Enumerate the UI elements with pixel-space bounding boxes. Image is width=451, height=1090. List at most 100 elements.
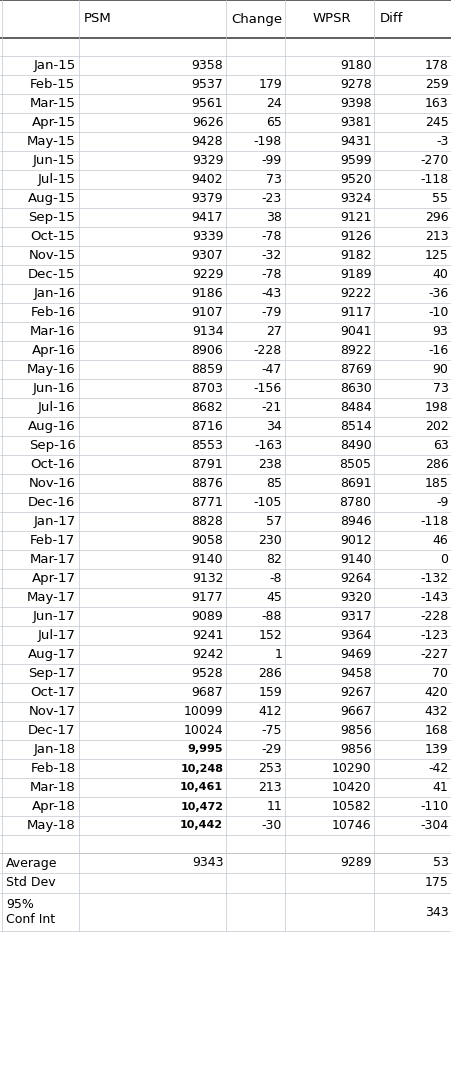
Text: 9264: 9264 <box>339 572 371 585</box>
Text: 159: 159 <box>258 686 281 699</box>
Text: 163: 163 <box>424 97 447 110</box>
Text: 202: 202 <box>423 420 447 433</box>
Text: 9856: 9856 <box>339 724 371 737</box>
Text: 175: 175 <box>423 876 447 889</box>
Text: 8682: 8682 <box>191 401 223 414</box>
Text: 253: 253 <box>258 762 281 775</box>
Text: 73: 73 <box>432 382 447 395</box>
Text: 9189: 9189 <box>339 268 371 281</box>
Text: 10420: 10420 <box>331 782 371 794</box>
Text: 9140: 9140 <box>191 553 223 566</box>
Text: 9358: 9358 <box>191 59 223 72</box>
Text: 9267: 9267 <box>339 686 371 699</box>
Text: 9241: 9241 <box>191 629 223 642</box>
Text: 9520: 9520 <box>339 173 371 186</box>
Text: -32: -32 <box>261 249 281 262</box>
Text: -123: -123 <box>419 629 447 642</box>
Text: -99: -99 <box>261 154 281 167</box>
Text: 8484: 8484 <box>339 401 371 414</box>
Text: -43: -43 <box>261 287 281 300</box>
Text: 9180: 9180 <box>339 59 371 72</box>
Text: -227: -227 <box>419 647 447 661</box>
Text: Jun-17: Jun-17 <box>33 610 75 623</box>
Text: 8553: 8553 <box>191 439 223 452</box>
Text: 10,472: 10,472 <box>180 801 223 811</box>
Text: -198: -198 <box>253 135 281 148</box>
Text: -88: -88 <box>261 610 281 623</box>
Text: 9398: 9398 <box>339 97 371 110</box>
Text: -228: -228 <box>419 610 447 623</box>
Text: 420: 420 <box>423 686 447 699</box>
Text: Jul-15: Jul-15 <box>37 173 75 186</box>
Text: Feb-18: Feb-18 <box>30 762 75 775</box>
Text: 34: 34 <box>266 420 281 433</box>
Text: 10290: 10290 <box>331 762 371 775</box>
Text: Feb-16: Feb-16 <box>30 306 75 319</box>
Text: 9339: 9339 <box>191 230 223 243</box>
Text: 9058: 9058 <box>191 534 223 547</box>
Text: -78: -78 <box>261 230 281 243</box>
Text: 55: 55 <box>432 192 447 205</box>
Text: 9177: 9177 <box>191 591 223 604</box>
Text: PSM: PSM <box>83 12 111 25</box>
Text: 343: 343 <box>424 906 447 919</box>
Text: -30: -30 <box>261 819 281 832</box>
Text: 230: 230 <box>258 534 281 547</box>
Text: Apr-15: Apr-15 <box>32 116 75 129</box>
Text: 9132: 9132 <box>191 572 223 585</box>
Text: 9186: 9186 <box>191 287 223 300</box>
Text: -78: -78 <box>261 268 281 281</box>
Text: 9856: 9856 <box>339 743 371 756</box>
Text: 286: 286 <box>258 667 281 680</box>
Text: -228: -228 <box>253 344 281 358</box>
Text: 9242: 9242 <box>191 647 223 661</box>
Text: -23: -23 <box>261 192 281 205</box>
Text: -105: -105 <box>253 496 281 509</box>
Text: -156: -156 <box>253 382 281 395</box>
Text: 9431: 9431 <box>339 135 371 148</box>
Text: 9140: 9140 <box>339 553 371 566</box>
Text: Mar-15: Mar-15 <box>30 97 75 110</box>
Text: 9687: 9687 <box>191 686 223 699</box>
Text: Aug-16: Aug-16 <box>28 420 75 433</box>
Text: 198: 198 <box>423 401 447 414</box>
Text: Dec-15: Dec-15 <box>28 268 75 281</box>
Text: 8716: 8716 <box>191 420 223 433</box>
Text: 9379: 9379 <box>191 192 223 205</box>
Text: 8514: 8514 <box>339 420 371 433</box>
Text: 9317: 9317 <box>339 610 371 623</box>
Text: Jan-16: Jan-16 <box>33 287 75 300</box>
Text: -3: -3 <box>435 135 447 148</box>
Text: 139: 139 <box>424 743 447 756</box>
Text: 9537: 9537 <box>191 78 223 90</box>
Text: 168: 168 <box>423 724 447 737</box>
Text: 9402: 9402 <box>191 173 223 186</box>
Text: Sep-16: Sep-16 <box>29 439 75 452</box>
Text: 9626: 9626 <box>191 116 223 129</box>
Text: -10: -10 <box>427 306 447 319</box>
Text: May-16: May-16 <box>27 363 75 376</box>
Text: Mar-18: Mar-18 <box>30 782 75 794</box>
Text: Jul-16: Jul-16 <box>37 401 75 414</box>
Text: May-17: May-17 <box>27 591 75 604</box>
Text: 63: 63 <box>432 439 447 452</box>
Text: 412: 412 <box>258 705 281 718</box>
Text: Nov-16: Nov-16 <box>28 477 75 490</box>
Text: 53: 53 <box>432 857 447 870</box>
Text: WPSR: WPSR <box>312 12 350 25</box>
Text: 10,461: 10,461 <box>180 783 223 792</box>
Text: Apr-16: Apr-16 <box>32 344 75 358</box>
Text: 8505: 8505 <box>339 458 371 471</box>
Text: 286: 286 <box>423 458 447 471</box>
Text: Dec-16: Dec-16 <box>28 496 75 509</box>
Text: 125: 125 <box>423 249 447 262</box>
Text: 9121: 9121 <box>339 211 371 225</box>
Text: Oct-16: Oct-16 <box>31 458 75 471</box>
Text: 8791: 8791 <box>191 458 223 471</box>
Text: 8769: 8769 <box>339 363 371 376</box>
Text: Oct-15: Oct-15 <box>31 230 75 243</box>
Text: 9089: 9089 <box>191 610 223 623</box>
Text: 24: 24 <box>266 97 281 110</box>
Text: Mar-16: Mar-16 <box>30 325 75 338</box>
Text: Feb-15: Feb-15 <box>30 78 75 90</box>
